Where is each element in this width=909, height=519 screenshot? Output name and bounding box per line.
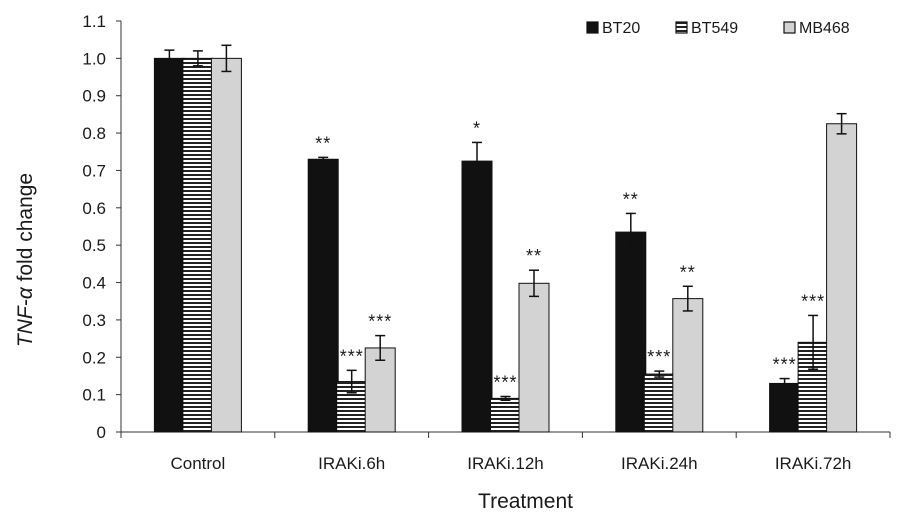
- y-tick-label: 0.5: [82, 236, 106, 255]
- labels: 0 0.1 0.2 0.3 0.4 0.5 0.6 0.7 0.8 0.9 1.0 1.1 Contro…: [14, 12, 851, 513]
- bar-mb468: [672, 298, 704, 433]
- bar-mb468: [826, 123, 858, 433]
- legend-swatch-mb468: [783, 21, 796, 34]
- bar-bt20: [769, 382, 801, 433]
- bars: [153, 44, 858, 433]
- x-tick-label: IRAKi.12h: [467, 454, 544, 473]
- bar-mb468: [518, 282, 550, 433]
- significance-label: **: [315, 133, 331, 153]
- x-tick-label: IRAKi.72h: [775, 454, 852, 473]
- legend-label-mb468: MB468: [799, 20, 850, 37]
- y-tick-label: 0.2: [82, 348, 106, 367]
- y-tick-label: 0.3: [82, 311, 106, 330]
- y-tick-label: 0.8: [82, 124, 106, 143]
- significance-label: **: [680, 262, 696, 282]
- y-tick-label: 0.6: [82, 199, 106, 218]
- legend-label-bt20: BT20: [602, 20, 640, 37]
- bar-mb468: [210, 57, 242, 433]
- legend-label-bt549: BT549: [691, 20, 738, 37]
- y-axis-label-rest: fold change: [14, 173, 37, 287]
- significance-label: ***: [340, 346, 364, 366]
- legend-swatch-bt20: [586, 21, 599, 34]
- y-tick-label: 0.1: [82, 386, 106, 405]
- bar-bt20: [307, 158, 339, 433]
- x-axis-label: Treatment: [478, 490, 573, 513]
- significance-label: ***: [647, 347, 671, 367]
- significance-label: **: [623, 189, 639, 209]
- y-tick-label: 0.7: [82, 161, 106, 180]
- significance-label: **: [526, 246, 542, 266]
- x-tick-label: Control: [170, 454, 225, 473]
- bar-bt20: [153, 57, 185, 433]
- y-tick-label: 0.4: [82, 274, 106, 293]
- bar-bt20: [461, 160, 493, 433]
- significance-label: ***: [773, 355, 797, 375]
- y-tick-label: 1.1: [82, 12, 106, 31]
- bar-bt549: [490, 397, 521, 433]
- y-axis-label-italic: TNF-α: [14, 286, 37, 347]
- significance-label: ***: [493, 373, 517, 393]
- significance-label: ***: [368, 312, 392, 332]
- significance-label: ***: [801, 291, 825, 311]
- bar-bt549: [182, 57, 214, 433]
- bar-bt20: [615, 231, 647, 433]
- significance-label: *: [473, 118, 481, 138]
- y-tick-label: 0: [97, 423, 106, 442]
- legend-swatch-bt549: [675, 21, 688, 34]
- y-tick-label: 0.9: [82, 87, 106, 106]
- y-axis-label: TNF-α fold change: [14, 173, 37, 347]
- x-tick-label: IRAKi.6h: [318, 454, 385, 473]
- legend: BT20 BT549 MB468: [586, 20, 850, 37]
- bar-bt549: [643, 373, 675, 433]
- x-tick-label: IRAKi.24h: [621, 454, 698, 473]
- y-tick-label: 1.0: [82, 49, 106, 68]
